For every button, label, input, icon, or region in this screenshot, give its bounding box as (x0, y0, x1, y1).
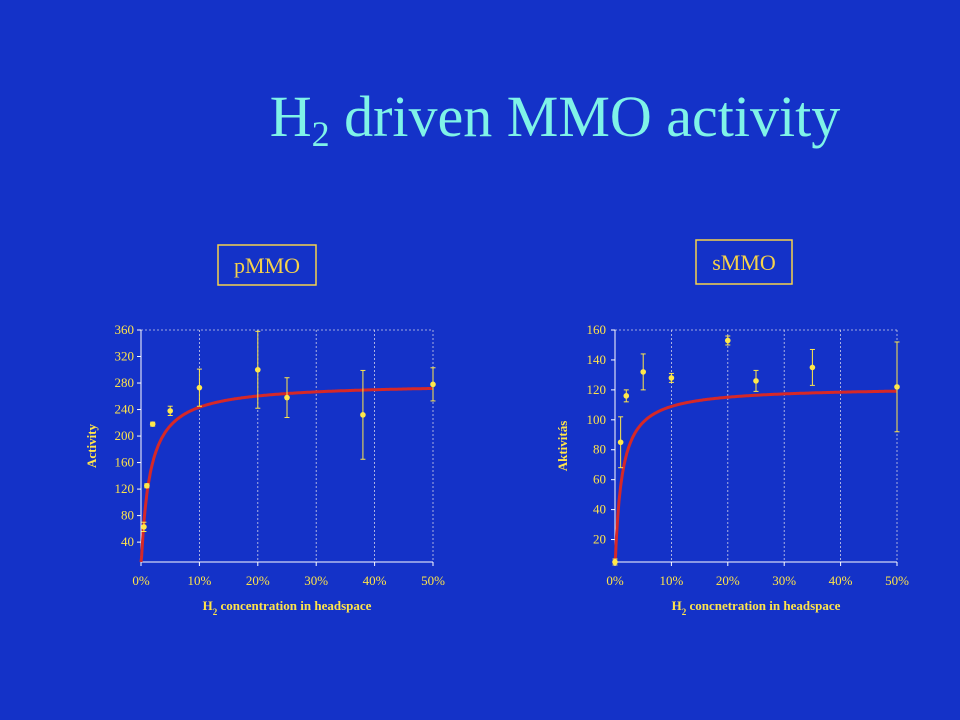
data-point (141, 524, 147, 530)
data-point (623, 393, 630, 399)
pmmo-chart: 40 80 120 160 200 240 280 320 360 0% 10% 20% 30% 40% 5… (84, 322, 445, 617)
y-tick-label: 120 (587, 382, 607, 397)
y-tick-label: 120 (115, 481, 135, 496)
title-subscript: 2 (311, 114, 330, 154)
data-point (196, 384, 203, 391)
pmmo-label: pMMO (234, 253, 300, 278)
y-tick-label: 40 (593, 502, 606, 517)
y-tick-label: 20 (593, 532, 606, 547)
x-axis-title-rest: concentration in headspace (217, 598, 371, 613)
data-point (725, 337, 731, 344)
smmo-label-box (695, 239, 793, 285)
x-axis-title-rest: concnetration in headspace (686, 598, 840, 613)
slide-title: H2 driven MMO activity (0, 88, 960, 154)
x-tick-label: 50% (421, 573, 445, 588)
data-point (894, 384, 900, 390)
data-point (167, 408, 173, 414)
data-point (254, 366, 261, 373)
y-tick-label: 160 (587, 322, 607, 337)
y-tick-label: 240 (115, 402, 135, 417)
x-tick-label: 30% (304, 573, 328, 588)
x-axis-title: H2 concnetration in headspace (672, 598, 841, 617)
y-tick-label: 100 (587, 412, 607, 427)
x-tick-label: 30% (772, 573, 796, 588)
data-point (360, 412, 366, 418)
y-tick-label: 140 (587, 352, 607, 367)
data-point (612, 559, 618, 565)
y-tick-label: 40 (121, 534, 134, 549)
x-tick-label: 50% (885, 573, 909, 588)
data-point (284, 394, 290, 401)
data-point (149, 421, 156, 427)
data-point (809, 364, 816, 371)
y-tick-label: 280 (115, 375, 135, 390)
x-tick-label: 40% (829, 573, 853, 588)
fit-curve (613, 389, 897, 563)
x-tick-label: 0% (132, 573, 150, 588)
title-rest: driven MMO activity (329, 84, 841, 149)
x-tick-label: 20% (246, 573, 270, 588)
data-point (144, 482, 150, 489)
y-axis-title: Activity (84, 423, 99, 468)
data-point (617, 439, 624, 446)
x-tick-label: 20% (716, 573, 740, 588)
y-tick-label: 360 (115, 322, 135, 337)
x-tick-label: 10% (187, 573, 211, 588)
y-tick-label: 60 (593, 472, 606, 487)
y-tick-label: 80 (593, 442, 606, 457)
x-axis-title-main: H (203, 598, 213, 613)
x-axis-title-subscript: 2 (213, 607, 218, 617)
data-point (753, 378, 759, 384)
pmmo-label-box (217, 244, 317, 286)
x-axis-title-main: H (672, 598, 682, 613)
data-point (430, 381, 436, 388)
title-main: H (269, 84, 312, 149)
x-axis-title-subscript: 2 (682, 607, 687, 617)
data-point (668, 375, 675, 381)
y-tick-label: 80 (121, 508, 134, 523)
y-tick-label: 160 (115, 455, 135, 470)
smmo-label: sMMO (712, 250, 776, 275)
y-axis-title: Aktivitás (555, 421, 570, 472)
y-tick-label: 320 (115, 349, 135, 364)
x-tick-label: 0% (606, 573, 624, 588)
data-point (640, 369, 646, 375)
y-tick-label: 200 (115, 428, 135, 443)
x-tick-label: 10% (659, 573, 683, 588)
smmo-chart: 20 40 60 80 100 120 140 160 0% 10% 20% 30% 40% 50% Akt… (555, 322, 909, 617)
x-axis-title: H2 concentration in headspace (203, 598, 372, 617)
x-tick-label: 40% (363, 573, 387, 588)
